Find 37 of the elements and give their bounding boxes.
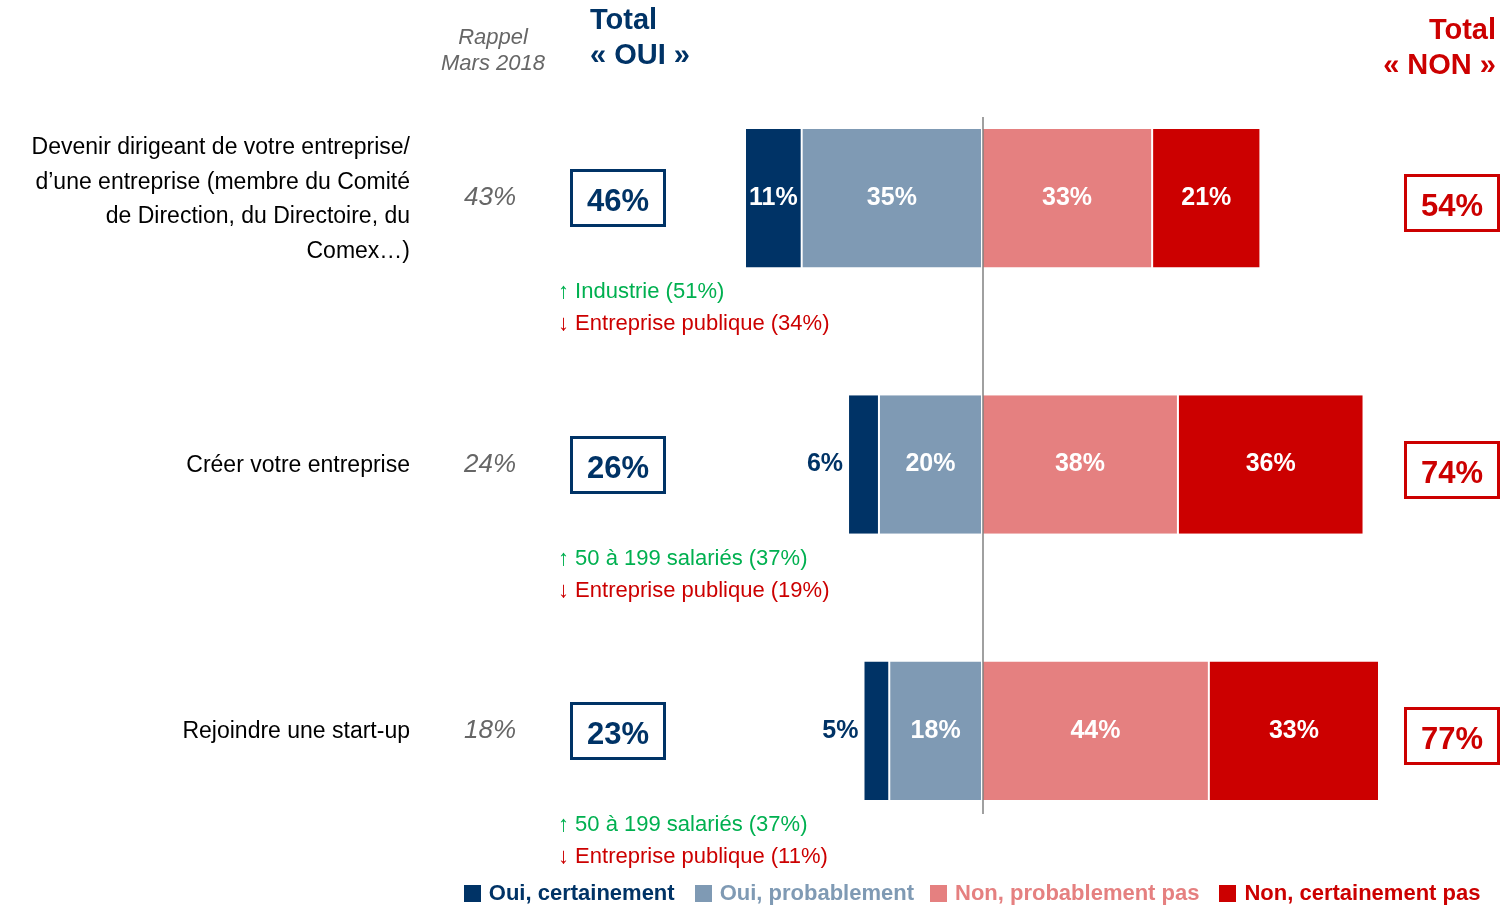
data-label: 38% [1054, 448, 1105, 477]
text: 43% [462, 181, 517, 213]
text: 77% [1404, 706, 1500, 765]
legend-label: Non, probablement pas [955, 880, 1200, 906]
annotation: ↓ Entreprise publique (11%) [558, 842, 828, 870]
text: 24% [462, 447, 517, 479]
legend-label: Oui, certainement [488, 880, 675, 906]
text: Total « OUI » [590, 2, 690, 72]
data-label: 36% [1245, 448, 1296, 477]
text: ↑ Industrie (51%) [558, 278, 725, 305]
text: Total « NON » [1383, 12, 1496, 82]
legend-label: Non, certainement pas [1244, 880, 1481, 906]
annotation: ↓ Entreprise publique (34%) [558, 310, 830, 337]
data-label: 6% [806, 448, 844, 477]
data-label: 20% [905, 448, 956, 477]
data-label: 44% [1070, 714, 1121, 743]
data-label: 35% [866, 182, 917, 211]
text: 74% [1404, 440, 1500, 499]
annotation: ↑ 50 à 199 salariés (37%) [558, 544, 808, 571]
text: 23% [570, 701, 666, 760]
data-label: 11% [749, 182, 798, 211]
data-label: 33% [1042, 182, 1093, 211]
data-label: 21% [1181, 182, 1232, 211]
data-label: 5% [822, 714, 859, 743]
text: Rappel Mars 2018 [440, 24, 546, 77]
annotation: ↑ 50 à 199 salariés (37%) [558, 810, 808, 838]
annotation: ↓ Entreprise publique (19%) [558, 576, 830, 603]
y-tick-label: Rejoindre une start-up [181, 716, 410, 746]
data-label: 33% [1268, 714, 1319, 743]
data-label: 18% [910, 714, 961, 743]
text: 46% [570, 169, 666, 228]
text: 18% [462, 713, 517, 746]
text: 26% [570, 435, 666, 494]
text: 54% [1404, 174, 1500, 233]
legend-label: Oui, probablement [719, 880, 914, 906]
y-tick-label: Créer votre entreprise [185, 450, 410, 479]
y-tick-label: Devenir dirigeant de votre entreprise/ d’une entreprise (membre du Comité de Direction, du Directoire, du Comex…) [30, 132, 410, 265]
